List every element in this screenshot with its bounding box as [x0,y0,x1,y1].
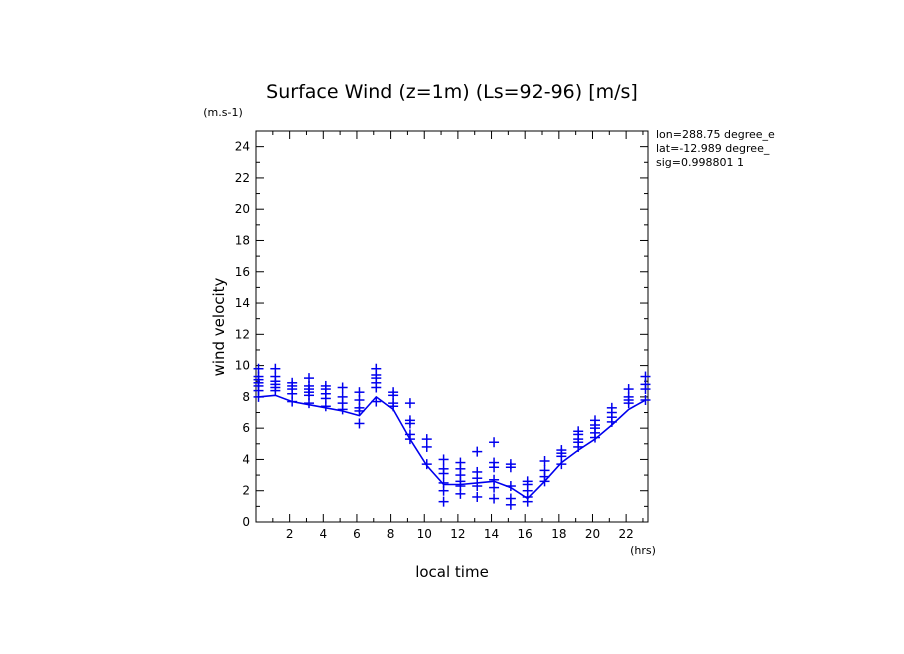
scatter-point [489,474,500,485]
x-tick-label: 16 [518,527,533,541]
scatter-point [539,456,550,467]
scatter-point [472,491,483,502]
y-tick-label: 20 [235,202,250,216]
scatter-point [489,457,500,468]
x-tick-label: 2 [286,527,294,541]
scatter-point [438,496,449,507]
info-block: lon=288.75 degree_e lat=-12.989 degree_ … [656,128,775,169]
scatter-point [337,391,348,402]
y-tick-label: 0 [242,515,250,529]
x-tick-label: 8 [387,527,395,541]
scatter-point [303,373,314,384]
y-tick-label: 14 [235,296,250,310]
x-tick-label: 6 [353,527,361,541]
scatter-point [640,395,651,406]
scatter-point [522,476,533,487]
scatter-point [505,459,516,470]
series-mean-line [258,394,646,500]
x-tick-label: 20 [585,527,600,541]
y-tick-label: 2 [242,484,250,498]
x-tick-label: 10 [417,527,432,541]
y-tick-label: 6 [242,421,250,435]
x-tick-label: 12 [450,527,465,541]
scatter-point [421,434,432,445]
scatter-point [489,493,500,504]
scatter-point [404,415,415,426]
scatter-point [640,371,651,382]
y-tick-label: 16 [235,265,250,279]
y-tick-label: 4 [242,452,250,466]
scatter-point [455,457,466,468]
y-tick-label: 12 [235,327,250,341]
scatter-point [404,398,415,409]
plot-frame [255,130,649,523]
scatter-point [590,415,601,426]
scatter-point [337,382,348,393]
y-tick-label: 22 [235,171,250,185]
scatter-point [371,396,382,407]
scatter-point [539,465,550,476]
scatter-point [472,466,483,477]
scatter-point [505,481,516,492]
scatter-point [505,493,516,504]
scatter-point [287,377,298,388]
y-tick-label: 10 [235,359,250,373]
scatter-point [354,418,365,429]
scatter-point [253,363,264,374]
y-axis-label: wind velocity [210,277,228,376]
info-line-lat: lat=-12.989 degree_ [656,142,770,155]
x-unit-label: (hrs) [630,544,656,557]
x-tick-label: 4 [319,527,327,541]
scatter-point [472,446,483,457]
x-tick-label: 22 [618,527,633,541]
x-tick-label: 14 [484,527,499,541]
y-tick-label: 18 [235,233,250,247]
scatter-point [623,384,634,395]
scatter-point [371,363,382,374]
series-group [253,363,651,510]
scatter-point [438,463,449,474]
chart-title: Surface Wind (z=1m) (Ls=92-96) [m/s] [266,81,638,103]
scatter-point [438,477,449,488]
scatter-point [270,363,281,374]
scatter-point [606,402,617,413]
scatter-point [489,437,500,448]
scatter-point [438,454,449,465]
y-tick-label: 24 [235,140,250,154]
scatter-point [354,387,365,398]
info-line-lon: lon=288.75 degree_e [656,128,775,141]
scatter-point [556,445,567,456]
x-axis-label: local time [415,563,489,581]
scatter-point [404,429,415,440]
scatter-point [421,459,432,470]
x-tick-label: 18 [551,527,566,541]
info-line-sig: sig=0.998801 1 [656,156,744,169]
scatter-point [388,387,399,398]
x-axis: 2 4 6 8 10 12 14 16 18 20 22 [272,131,644,541]
y-tick-label: 8 [242,390,250,404]
scatter-point [573,426,584,437]
y-unit-label: (m.s-1) [203,106,243,119]
scatter-point [320,380,331,391]
